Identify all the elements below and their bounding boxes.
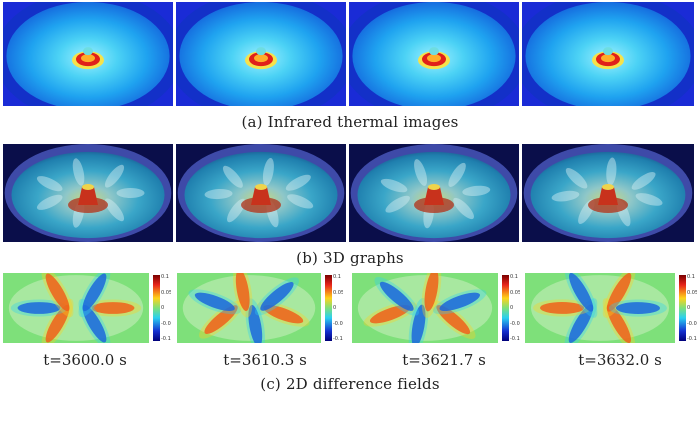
colorbar-tick: 0.05 — [510, 289, 520, 296]
colorbar-tick: 0 — [687, 305, 691, 311]
colorbar-tick: -0.05 — [510, 320, 520, 327]
surface-panel-2 — [176, 144, 346, 242]
row-3d — [0, 140, 700, 260]
colorbar-tick: 0.05 — [687, 289, 697, 296]
colorbar-tick: -0.1 — [161, 336, 171, 342]
row-infrared — [0, 0, 700, 140]
time-label-2: t=3610.3 s — [223, 351, 307, 369]
time-label-1: t=3600.0 s — [43, 351, 127, 369]
caption-b: (b) 3D graphs — [296, 249, 404, 267]
infrared-panel-4 — [522, 2, 694, 106]
colorbar-tick: 0.05 — [161, 289, 171, 296]
infrared-panel-1 — [3, 2, 173, 106]
colorbar-tick: 0 — [333, 305, 337, 311]
colorbar-tick: 0.05 — [333, 289, 343, 296]
surface-panel-1 — [3, 144, 173, 242]
surface-panel-3 — [349, 144, 519, 242]
difference-panel-1: 0.1 0.05 0 -0.05 -0.1 — [3, 273, 171, 343]
row-difference: 0.10.050-0.05-0.1 0.10.050-0.05-0.1 0.10… — [0, 270, 700, 422]
colorbar-tick: 0.1 — [333, 274, 341, 280]
surface-panel-4 — [522, 144, 694, 242]
colorbar-tick: -0.1 — [510, 336, 520, 342]
infrared-panel-3 — [349, 2, 519, 106]
time-label-4: t=3632.0 s — [578, 351, 662, 369]
colorbar-tick: -0.05 — [687, 320, 697, 327]
difference-panel-4: 0.1 0.05 0 -0.05 -0.1 — [525, 273, 697, 343]
colorbar-tick: -0.05 — [333, 320, 343, 327]
colorbar-tick: 0 — [161, 305, 165, 311]
colorbar-tick: 0.1 — [510, 274, 518, 280]
colorbar-tick: 0 — [510, 305, 514, 311]
colorbar-tick: -0.1 — [687, 336, 697, 342]
difference-panel-3: 0.1 0.05 0 -0.05 -0.1 — [352, 273, 520, 343]
colorbar-tick: 0.1 — [161, 274, 169, 280]
infrared-panel-2 — [176, 2, 346, 106]
colorbar-tick: 0.1 — [687, 274, 695, 280]
colorbar-tick: -0.1 — [333, 336, 343, 342]
colorbar-tick: -0.05 — [161, 320, 171, 327]
caption-c: (c) 2D difference fields — [260, 375, 440, 393]
difference-panel-2: 0.1 0.05 0 -0.05 -0.1 — [177, 273, 343, 343]
caption-a: (a) Infrared thermal images — [241, 113, 459, 131]
time-label-3: t=3621.7 s — [402, 351, 486, 369]
